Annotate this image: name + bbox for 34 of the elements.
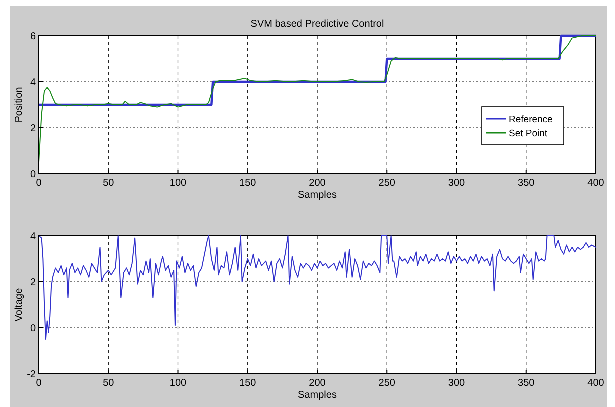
y-axis-title: Voltage (14, 288, 25, 322)
x-tick-label: 300 (448, 178, 466, 189)
chart-title: SVM based Predictive Control (250, 19, 384, 30)
line-series (39, 36, 596, 163)
y-axis-title: Position (14, 87, 25, 123)
x-tick-label: 350 (518, 178, 536, 189)
x-axis-title: Samples (298, 390, 337, 401)
y-tick-label: 0 (30, 324, 36, 334)
y-tick-label: 6 (30, 32, 36, 42)
x-tick-label: 200 (309, 178, 326, 189)
x-tick-label: 100 (170, 178, 188, 189)
x-tick-label: 150 (240, 378, 257, 389)
legend-label: Reference (509, 114, 553, 126)
y-tick-label: 0 (30, 170, 36, 180)
x-axis-title: Samples (298, 190, 337, 201)
x-tick-label: 200 (309, 378, 326, 389)
x-tick-label: 400 (588, 378, 605, 389)
x-tick-label: 50 (103, 378, 115, 389)
line-series (39, 34, 596, 106)
x-tick-label: 250 (378, 178, 396, 189)
x-tick-label: 100 (170, 378, 188, 389)
x-tick-label: 300 (448, 378, 466, 389)
x-tick-label: 50 (103, 178, 115, 189)
y-tick-label: 4 (30, 232, 36, 242)
x-tick-label: 150 (240, 178, 257, 189)
y-tick-label: -2 (27, 370, 36, 380)
line-series (39, 236, 596, 340)
legend-label: Set Point (509, 128, 548, 140)
y-tick-label: 2 (30, 124, 36, 134)
y-tick-label: 2 (30, 278, 36, 288)
x-tick-label: 350 (518, 378, 536, 389)
y-tick-label: 4 (30, 78, 36, 88)
x-tick-label: 250 (378, 378, 396, 389)
x-tick-label: 400 (588, 178, 605, 189)
